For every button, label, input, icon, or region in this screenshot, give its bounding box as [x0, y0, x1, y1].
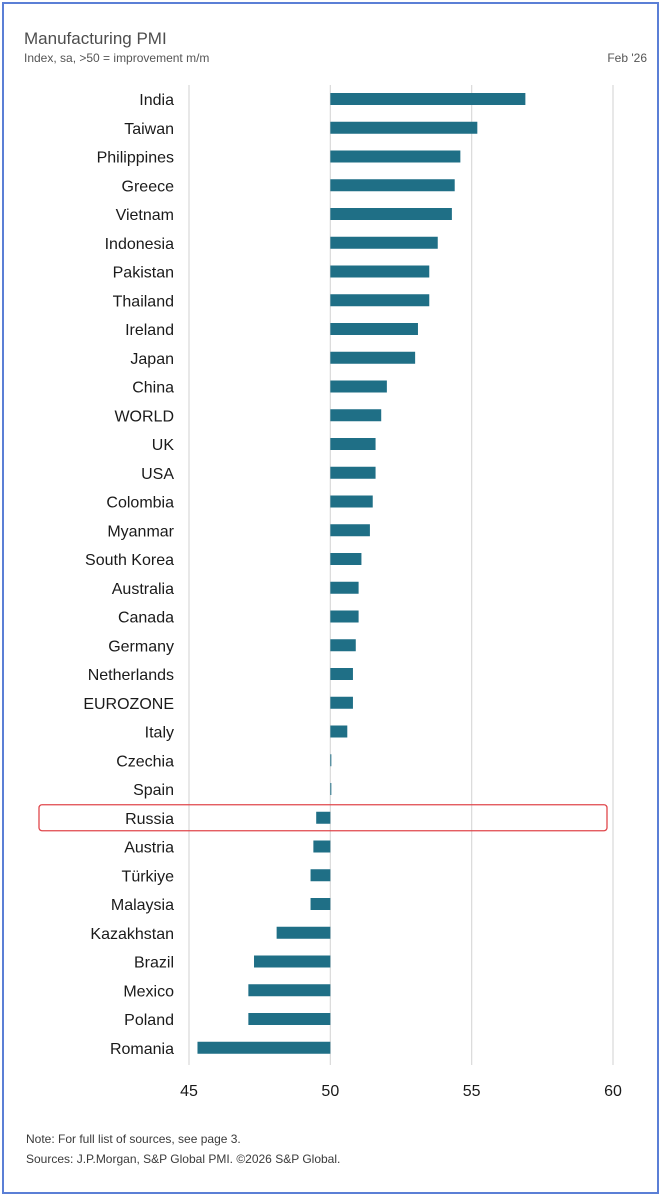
- category-label-world: WORLD: [114, 408, 174, 425]
- x-tick-label-60: 60: [604, 1083, 622, 1100]
- category-label-myanmar: Myanmar: [107, 523, 174, 540]
- category-label-vietnam: Vietnam: [116, 207, 174, 224]
- bar-philippines: [330, 150, 461, 163]
- bar-greece: [330, 179, 455, 192]
- bar-brazil: [254, 955, 331, 968]
- category-label-taiwan: Taiwan: [124, 121, 174, 138]
- category-label-germany: Germany: [108, 638, 174, 655]
- category-label-philippines: Philippines: [97, 150, 174, 167]
- bar-netherlands: [330, 668, 353, 680]
- category-label-russia: Russia: [125, 811, 174, 828]
- category-label-mexico: Mexico: [123, 983, 174, 1000]
- category-label-spain: Spain: [133, 782, 174, 799]
- chart-date: Feb '26: [607, 51, 647, 65]
- bar-australia: [330, 581, 359, 594]
- x-tick-label-45: 45: [180, 1083, 198, 1100]
- bar-uk: [330, 438, 376, 450]
- bar-myanmar: [330, 524, 370, 537]
- bar-eurozone: [330, 696, 353, 709]
- category-label-poland: Poland: [124, 1012, 174, 1029]
- category-label-greece: Greece: [122, 178, 175, 195]
- bar-italy: [330, 725, 348, 738]
- chart-title: Manufacturing PMI: [24, 29, 167, 48]
- x-tick-label-55: 55: [463, 1083, 481, 1100]
- sources-note: Sources: J.P.Morgan, S&P Global PMI. ©20…: [26, 1152, 341, 1166]
- category-label-thailand: Thailand: [113, 293, 174, 310]
- category-label-austria: Austria: [124, 840, 174, 857]
- category-label-eurozone: EUROZONE: [83, 696, 174, 713]
- category-label-pakistan: Pakistan: [113, 265, 174, 282]
- bar-ireland: [330, 323, 418, 335]
- bar-usa: [330, 466, 376, 479]
- bar-t-rkiye: [310, 869, 331, 882]
- category-label-south-korea: South Korea: [85, 552, 174, 569]
- bar-taiwan: [330, 121, 478, 134]
- footnote: Note: For full list of sources, see page…: [26, 1132, 241, 1146]
- category-label-netherlands: Netherlands: [88, 667, 174, 684]
- category-label-usa: USA: [141, 466, 174, 483]
- bar-czechia: [330, 754, 332, 767]
- bar-india: [330, 93, 526, 105]
- category-label-uk: UK: [152, 437, 175, 454]
- bar-germany: [330, 639, 356, 652]
- category-label-malaysia: Malaysia: [111, 897, 174, 914]
- category-label-brazil: Brazil: [134, 955, 174, 972]
- highlight-box: [38, 804, 608, 832]
- bar-poland: [248, 1013, 331, 1025]
- bar-thailand: [330, 294, 430, 307]
- category-label-romania: Romania: [110, 1041, 174, 1058]
- category-label-colombia: Colombia: [106, 495, 174, 512]
- category-label-italy: Italy: [145, 725, 174, 742]
- bar-pakistan: [330, 265, 430, 278]
- category-label-china: China: [132, 380, 174, 397]
- chart-subtitle: Index, sa, >50 = improvement m/m: [24, 51, 210, 65]
- bar-malaysia: [310, 898, 331, 910]
- bar-kazakhstan: [276, 926, 331, 939]
- category-label-australia: Australia: [112, 581, 174, 598]
- bar-canada: [330, 610, 359, 623]
- category-label-japan: Japan: [130, 351, 174, 368]
- bar-colombia: [330, 495, 373, 508]
- category-label-ireland: Ireland: [125, 322, 174, 339]
- category-label-kazakhstan: Kazakhstan: [90, 926, 174, 943]
- bar-mexico: [248, 984, 331, 997]
- bar-indonesia: [330, 236, 438, 249]
- category-label-india: India: [139, 92, 174, 109]
- bar-romania: [197, 1041, 331, 1054]
- category-label-t-rkiye: Türkiye: [122, 868, 175, 885]
- bar-spain: [330, 783, 332, 795]
- x-tick-label-50: 50: [321, 1083, 339, 1100]
- category-label-indonesia: Indonesia: [105, 236, 174, 253]
- bar-japan: [330, 351, 416, 364]
- bar-russia: [316, 811, 331, 824]
- bar-vietnam: [330, 208, 452, 220]
- bar-china: [330, 380, 387, 393]
- bar-world: [330, 409, 382, 422]
- bar-south-korea: [330, 553, 362, 565]
- bar-austria: [313, 840, 331, 853]
- category-label-czechia: Czechia: [116, 753, 174, 770]
- category-label-canada: Canada: [118, 610, 174, 627]
